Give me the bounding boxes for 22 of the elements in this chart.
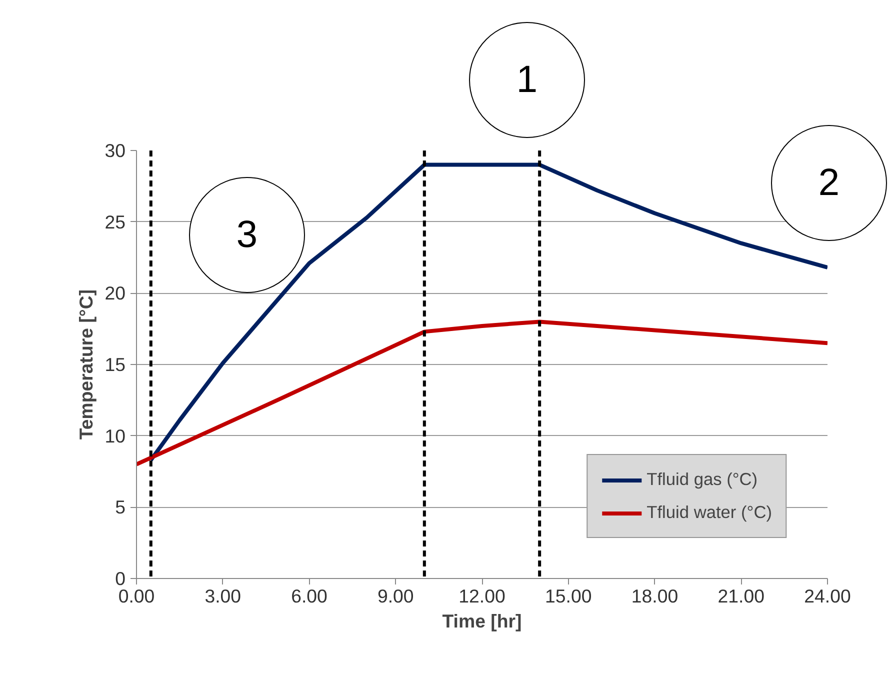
y-tick-label: 15 xyxy=(104,354,126,375)
x-tick-label: 15.00 xyxy=(545,586,592,606)
x-tick-label: 9.00 xyxy=(377,586,414,606)
y-axis-title: Temperature [°C] xyxy=(76,289,97,440)
legend-label: Tfluid gas (°C) xyxy=(646,469,758,490)
text: 1 xyxy=(516,58,538,103)
x-tick-label: 24.00 xyxy=(804,586,851,606)
y-tick-label: 25 xyxy=(104,211,126,232)
annotation: 3 xyxy=(236,212,258,258)
y-tick-label: 5 xyxy=(115,496,126,518)
y-tick-label: 20 xyxy=(104,282,126,304)
x-tick-label: 6.00 xyxy=(291,586,328,606)
x-tick-label: 21.00 xyxy=(718,586,764,606)
x-axis-title: Time [hr] xyxy=(442,610,522,632)
x-tick-label: 3.00 xyxy=(204,586,242,606)
x-tick-label: 12.00 xyxy=(458,586,506,606)
x-tick-label: 18.00 xyxy=(631,586,678,606)
y-tick-label: 30 xyxy=(104,140,126,161)
legend-label: Tfluid water (°C) xyxy=(646,502,772,523)
line-series xyxy=(136,320,828,466)
annotation: 2 xyxy=(818,160,840,206)
y-tick-label: 10 xyxy=(104,425,126,446)
